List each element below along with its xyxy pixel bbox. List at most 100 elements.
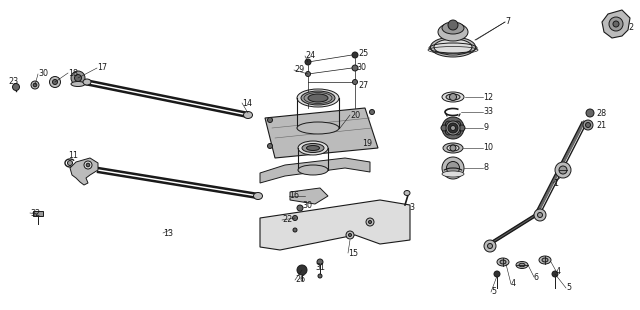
Circle shape bbox=[447, 162, 460, 175]
Circle shape bbox=[586, 109, 594, 117]
Text: 12: 12 bbox=[483, 92, 493, 101]
Ellipse shape bbox=[500, 260, 506, 264]
Ellipse shape bbox=[447, 145, 459, 151]
Ellipse shape bbox=[298, 165, 328, 175]
Circle shape bbox=[442, 117, 464, 139]
Text: 8: 8 bbox=[483, 163, 488, 172]
Circle shape bbox=[442, 157, 464, 179]
Text: 31: 31 bbox=[315, 263, 325, 272]
Text: 30: 30 bbox=[356, 64, 366, 73]
Circle shape bbox=[305, 72, 310, 77]
Ellipse shape bbox=[297, 122, 339, 134]
Circle shape bbox=[583, 120, 593, 130]
Text: 20: 20 bbox=[350, 110, 360, 119]
Circle shape bbox=[369, 220, 371, 224]
Circle shape bbox=[67, 161, 72, 166]
Circle shape bbox=[448, 123, 458, 133]
Circle shape bbox=[366, 218, 374, 226]
Circle shape bbox=[349, 233, 351, 237]
Circle shape bbox=[305, 59, 311, 65]
Circle shape bbox=[369, 109, 374, 114]
Ellipse shape bbox=[307, 145, 319, 150]
Text: 27: 27 bbox=[358, 81, 368, 90]
Text: 6: 6 bbox=[534, 272, 539, 281]
Text: 16: 16 bbox=[289, 192, 299, 201]
Text: 7: 7 bbox=[505, 17, 510, 26]
Text: 33: 33 bbox=[483, 108, 493, 117]
Circle shape bbox=[33, 83, 36, 87]
Ellipse shape bbox=[404, 191, 410, 196]
Circle shape bbox=[293, 228, 297, 232]
Ellipse shape bbox=[516, 262, 528, 268]
Circle shape bbox=[448, 20, 458, 30]
Ellipse shape bbox=[434, 39, 472, 55]
Ellipse shape bbox=[497, 258, 509, 266]
Circle shape bbox=[488, 243, 493, 249]
Text: 26: 26 bbox=[295, 276, 305, 285]
FancyBboxPatch shape bbox=[33, 211, 43, 216]
Ellipse shape bbox=[308, 94, 328, 102]
Text: 15: 15 bbox=[348, 249, 358, 258]
Text: 32: 32 bbox=[30, 209, 40, 218]
Text: 23: 23 bbox=[8, 78, 18, 86]
Text: 18: 18 bbox=[68, 69, 78, 78]
Text: 10: 10 bbox=[483, 144, 493, 153]
Circle shape bbox=[459, 125, 465, 131]
Ellipse shape bbox=[442, 92, 464, 102]
Text: 28: 28 bbox=[596, 108, 606, 117]
Text: 17: 17 bbox=[97, 64, 107, 73]
Circle shape bbox=[454, 121, 461, 127]
Ellipse shape bbox=[442, 171, 464, 177]
Text: 21: 21 bbox=[596, 121, 606, 130]
Text: 25: 25 bbox=[358, 48, 368, 57]
Text: 22: 22 bbox=[282, 215, 292, 224]
Circle shape bbox=[441, 125, 447, 131]
Circle shape bbox=[353, 79, 358, 85]
Text: 29: 29 bbox=[294, 65, 304, 74]
Circle shape bbox=[86, 163, 90, 167]
Circle shape bbox=[268, 117, 273, 122]
Circle shape bbox=[49, 77, 61, 87]
Circle shape bbox=[449, 94, 456, 100]
Ellipse shape bbox=[71, 82, 85, 86]
Text: 4: 4 bbox=[511, 280, 516, 289]
Ellipse shape bbox=[442, 22, 464, 34]
Ellipse shape bbox=[446, 94, 460, 100]
Ellipse shape bbox=[301, 91, 335, 105]
Polygon shape bbox=[70, 158, 98, 185]
Ellipse shape bbox=[297, 89, 339, 107]
Text: 2: 2 bbox=[628, 23, 633, 32]
Ellipse shape bbox=[298, 141, 328, 155]
Text: 11: 11 bbox=[68, 150, 78, 160]
Circle shape bbox=[446, 121, 460, 135]
Circle shape bbox=[559, 166, 567, 174]
Circle shape bbox=[555, 162, 571, 178]
Circle shape bbox=[71, 71, 85, 85]
Ellipse shape bbox=[302, 144, 324, 153]
Ellipse shape bbox=[539, 256, 551, 264]
Circle shape bbox=[454, 129, 461, 135]
Text: 30: 30 bbox=[38, 69, 48, 78]
Circle shape bbox=[297, 205, 303, 211]
Ellipse shape bbox=[83, 79, 91, 85]
Circle shape bbox=[534, 209, 546, 221]
Circle shape bbox=[13, 83, 19, 91]
Circle shape bbox=[445, 129, 451, 135]
Circle shape bbox=[292, 215, 298, 220]
Circle shape bbox=[74, 74, 81, 82]
Circle shape bbox=[318, 274, 322, 278]
Circle shape bbox=[52, 79, 58, 85]
Circle shape bbox=[31, 81, 39, 89]
Text: 14: 14 bbox=[242, 99, 252, 108]
Text: 1: 1 bbox=[553, 179, 558, 188]
Text: 24: 24 bbox=[305, 51, 315, 60]
Ellipse shape bbox=[443, 143, 463, 153]
Text: 5: 5 bbox=[491, 287, 496, 296]
Ellipse shape bbox=[519, 263, 525, 267]
Circle shape bbox=[586, 122, 591, 127]
Circle shape bbox=[297, 265, 307, 275]
Ellipse shape bbox=[542, 258, 548, 262]
Polygon shape bbox=[260, 158, 370, 183]
Ellipse shape bbox=[431, 37, 476, 57]
Text: 3: 3 bbox=[409, 203, 414, 212]
